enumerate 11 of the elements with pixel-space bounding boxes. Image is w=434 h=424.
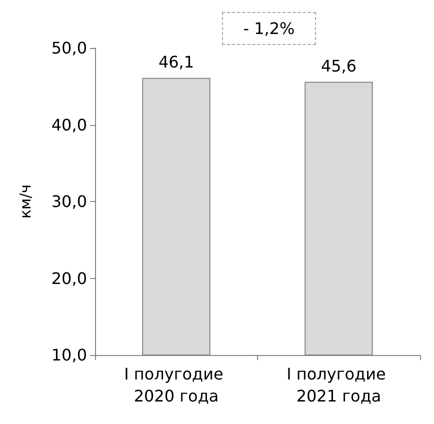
text: - 1,2% bbox=[222, 12, 316, 45]
x-tick-label: I полугодие 2021 года bbox=[286, 364, 391, 406]
x-tick-label: I полугодие 2020 года bbox=[124, 364, 228, 406]
y-axis-title: км/ч bbox=[16, 184, 34, 219]
y-tick-label: 40,0 bbox=[51, 115, 87, 134]
y-tick-label: 50,0 bbox=[51, 38, 87, 58]
y-tick-label: 10,0 bbox=[51, 346, 87, 364]
y-tick-label: 20,0 bbox=[51, 268, 87, 288]
y-tick-label: 30,0 bbox=[51, 192, 87, 211]
data-label: 46,1 bbox=[158, 52, 194, 72]
data-label: 45,6 bbox=[320, 56, 357, 76]
